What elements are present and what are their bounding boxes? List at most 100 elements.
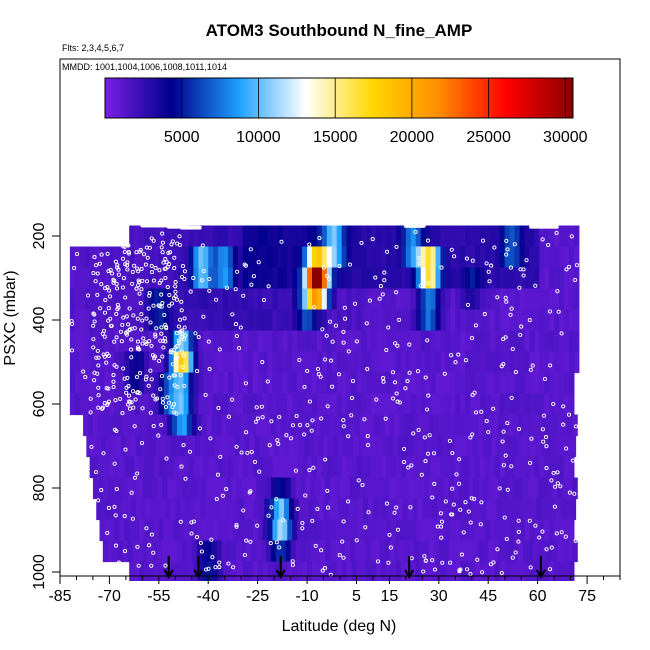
heat-cell: [231, 414, 237, 437]
heat-cell: [84, 351, 91, 374]
heat-cell: [297, 351, 303, 374]
sample-point: [171, 296, 177, 301]
heat-cell: [504, 288, 511, 311]
sample-point: [456, 352, 461, 357]
sample-point: [473, 323, 478, 328]
heat-cell: [237, 372, 244, 395]
sample-point: [243, 381, 248, 386]
sample-point: [110, 271, 115, 276]
sample-point: [384, 501, 389, 506]
sample-point: [416, 427, 421, 433]
heat-cell: [351, 309, 358, 332]
sample-point: [152, 356, 157, 361]
heat-cell: [529, 351, 535, 374]
heat-cell: [305, 414, 311, 437]
heat-cell: [242, 393, 249, 416]
heat-cell: [183, 456, 190, 479]
heat-cell: [448, 477, 455, 500]
heat-cell: [257, 372, 264, 395]
sample-point: [544, 466, 549, 471]
heat-cell: [381, 351, 387, 374]
heat-cell: [435, 225, 442, 248]
heat-cell: [321, 267, 328, 290]
heat-cell: [526, 435, 532, 458]
sample-point: [233, 322, 239, 327]
heat-cell: [465, 225, 471, 248]
heat-cell: [438, 540, 445, 563]
heat-cell: [119, 393, 125, 416]
heat-cell: [458, 414, 465, 437]
heat-cell: [534, 372, 540, 395]
sample-point: [394, 505, 399, 510]
heat-cell: [397, 498, 404, 521]
sample-point: [333, 323, 339, 328]
sample-point: [256, 260, 261, 265]
heat-cell: [176, 477, 183, 500]
sample-point: [70, 321, 75, 326]
sample-point: [118, 396, 123, 401]
sample-point: [76, 485, 81, 490]
heat-cell: [405, 393, 412, 416]
heat-cell: [336, 351, 343, 374]
heat-cell: [129, 288, 135, 311]
heat-cell: [501, 498, 507, 521]
sample-point: [381, 376, 386, 381]
heat-cell: [242, 561, 249, 581]
heat-cell: [559, 267, 565, 290]
sample-point: [275, 438, 280, 443]
heat-cell: [125, 435, 132, 458]
heat-cell: [84, 267, 91, 290]
heat-cell: [104, 372, 111, 395]
x-tick-label: -70: [98, 588, 121, 605]
heat-cell: [114, 372, 120, 395]
sample-point: [165, 264, 170, 270]
heat-cell: [476, 435, 483, 458]
heat-cell: [272, 330, 279, 353]
heat-cell: [514, 288, 521, 311]
heat-cell: [208, 309, 214, 332]
sample-point: [567, 490, 572, 495]
heat-cell: [218, 330, 224, 353]
heat-cell: [480, 309, 486, 332]
heat-cell: [481, 498, 488, 521]
heat-cell: [529, 309, 535, 332]
sample-point: [413, 229, 418, 235]
sample-point: [182, 269, 187, 274]
heat-cell: [198, 330, 204, 353]
heat-cell: [201, 540, 208, 563]
heat-cell: [129, 309, 135, 332]
heat-cell: [74, 393, 81, 416]
heat-cell: [440, 309, 447, 332]
heat-cell: [554, 288, 560, 311]
heat-cell: [139, 561, 145, 581]
heat-cell: [425, 288, 432, 311]
heat-cell: [480, 456, 486, 479]
sample-point: [570, 458, 575, 463]
heat-cell: [414, 540, 420, 563]
heat-cell: [326, 246, 333, 269]
heat-cell: [394, 540, 400, 563]
sample-point: [276, 441, 281, 446]
sample-point: [336, 372, 342, 377]
sample-point: [463, 358, 468, 363]
sample-point: [484, 419, 489, 424]
heat-cell: [493, 540, 499, 563]
heat-cell: [433, 540, 440, 563]
heat-cell: [148, 456, 155, 479]
heat-cell: [114, 393, 120, 416]
heat-cell: [499, 309, 506, 332]
heat-cell: [277, 456, 283, 479]
heat-cell: [97, 414, 104, 437]
heat-cell: [470, 372, 476, 395]
sample-point: [325, 505, 331, 510]
heat-cell: [381, 393, 387, 416]
heat-cell: [410, 267, 417, 290]
heat-cell: [379, 477, 386, 500]
heat-cell: [218, 372, 224, 395]
heat-cell: [208, 330, 214, 353]
heat-cell: [330, 540, 336, 563]
heat-cell: [559, 561, 565, 581]
heat-cell: [328, 435, 335, 458]
heat-cell: [331, 561, 338, 581]
heat-cell: [400, 351, 407, 374]
